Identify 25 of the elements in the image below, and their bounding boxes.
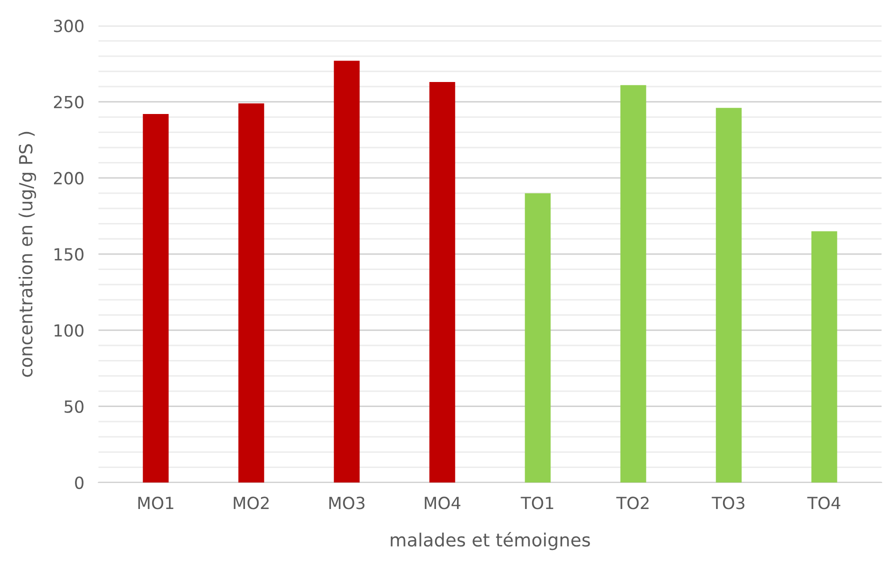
y-tick-label: 250 <box>54 96 84 108</box>
bar <box>238 103 264 482</box>
y-axis-title: concentration en (ug/g PS ) <box>18 132 36 377</box>
x-tick-label: TO2 <box>616 496 649 510</box>
x-tick-label: TO1 <box>520 496 554 510</box>
y-tick-label: 50 <box>64 400 84 413</box>
bar <box>429 82 456 482</box>
x-tick-label: TO4 <box>807 496 840 510</box>
y-tick-label: 100 <box>54 324 84 337</box>
x-tick-label: MO4 <box>424 496 460 510</box>
y-tick-label: 0 <box>75 476 84 490</box>
bar <box>716 108 742 482</box>
x-tick-label: TO3 <box>712 496 744 510</box>
x-tick-label: MO1 <box>138 496 174 510</box>
y-tick-label: 300 <box>54 20 84 32</box>
x-axis-title: malades et témoignes <box>390 532 590 550</box>
y-tick-label: 200 <box>54 172 84 185</box>
bar <box>334 60 360 482</box>
bar <box>620 85 646 482</box>
x-tick-label: MO3 <box>329 496 364 510</box>
bar <box>524 193 551 482</box>
y-tick-label: 150 <box>54 248 84 261</box>
bar <box>142 114 169 482</box>
x-tick-label: MO2 <box>234 496 269 510</box>
bar <box>811 231 838 482</box>
